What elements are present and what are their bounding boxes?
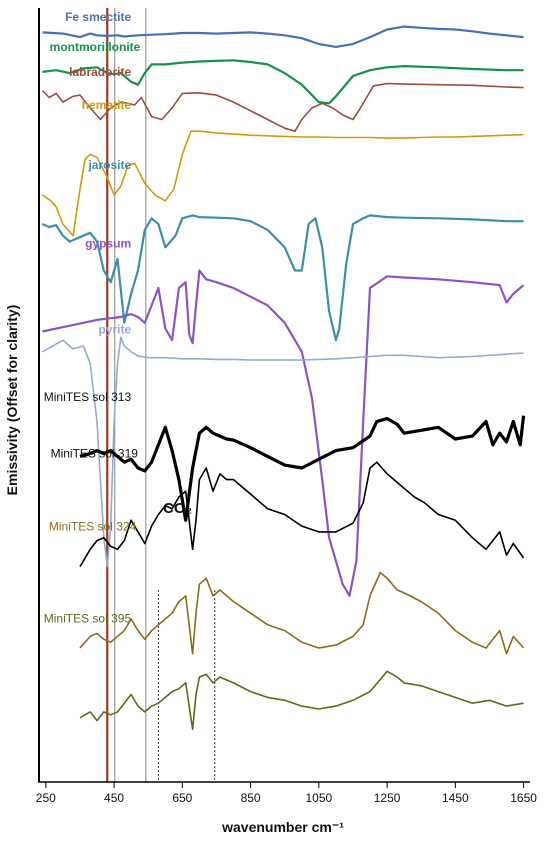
series-line-minites-sol-324	[79, 571, 525, 655]
x-tick-label: 450	[104, 791, 124, 805]
series-label-minites-sol-313: MiniTES sol 313	[44, 390, 132, 404]
series-line-minites-sol-395	[79, 670, 524, 731]
series-label-minites-sol-324: MiniTES sol 324	[49, 520, 137, 534]
series-layer	[41, 25, 526, 731]
series-label-montmorillonite: montmorillonite	[50, 40, 141, 54]
series-label-pyrite: pyrite	[98, 322, 131, 336]
series-label-minites-sol-395: MiniTES sol 395	[44, 611, 132, 625]
series-label-jarosite: jarosite	[87, 158, 131, 172]
x-tick-label: 850	[241, 791, 261, 805]
y-axis-title: Emissivity (Offset for clarity)	[4, 305, 20, 496]
x-tick-label: 1050	[305, 791, 332, 805]
reference-lines	[106, 8, 216, 782]
series-label-gypsum: gypsum	[85, 236, 131, 250]
series-label-minites-sol-319: MiniTES sol 319	[51, 447, 139, 461]
x-tick-label: 1250	[374, 791, 401, 805]
series-line-gypsum	[42, 269, 525, 597]
series-labels: Fe smectite montmorillonite labradorite hem…	[44, 10, 141, 626]
series-line-montmorillonite	[42, 59, 524, 105]
x-tick-label: 250	[36, 791, 56, 805]
series-line-minites-sol-313	[79, 415, 526, 522]
x-axis-ticks: 250 450 650 850 1050 1250 1450 1650	[36, 782, 537, 805]
x-tick-label: 650	[172, 791, 192, 805]
series-label-labradorite: labradorite	[69, 65, 131, 79]
co2-annotation: CO₂	[163, 500, 192, 517]
series-label-hematite: hematite	[82, 98, 132, 112]
series-line-fe-smectite	[42, 25, 524, 49]
series-line-labradorite	[41, 82, 524, 132]
x-tick-label: 1450	[442, 791, 469, 805]
x-axis-title: wavenumber cm⁻¹	[221, 819, 344, 835]
series-label-fe-smectite: Fe smectite	[65, 10, 131, 24]
series-line-jarosite	[41, 214, 524, 342]
series-line-minites-sol-319	[79, 461, 525, 568]
series-line-hematite	[41, 130, 524, 237]
x-tick-label: 1650	[510, 791, 537, 805]
